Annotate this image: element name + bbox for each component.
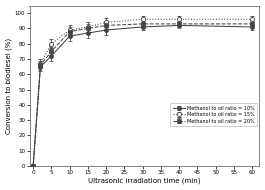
Legend: Methanol to oil ratio = 10%, Methanol to oil ratio = 15%, Methanol to oil ratio : Methanol to oil ratio = 10%, Methanol to… [170,103,257,126]
X-axis label: Ultrasonic irradiation time (min): Ultrasonic irradiation time (min) [88,178,201,184]
Y-axis label: Conversion to biodiesel (%): Conversion to biodiesel (%) [6,38,12,134]
